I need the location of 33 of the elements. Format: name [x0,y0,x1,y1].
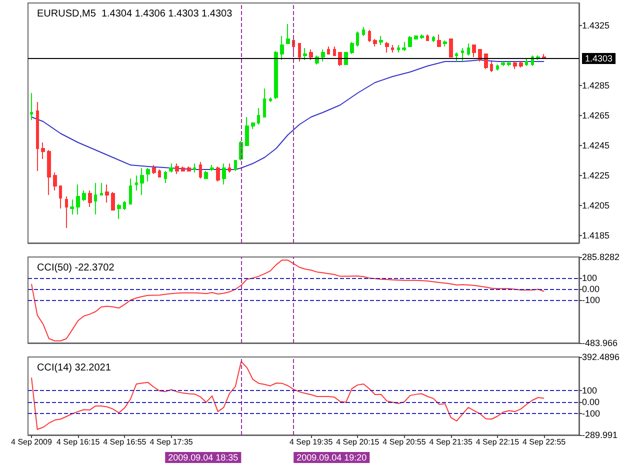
y-tick-label: 0.00 [582,396,600,407]
y-tick-label: 1.4325 [582,20,610,30]
x-tick-label: 4 Sep 22:15 [476,438,520,446]
x-tick-label: 4 Sep 21:35 [429,438,473,446]
x-tick-label: 4 Sep 19:35 [289,438,334,446]
x-tick-label: 4 Sep 2009 [11,438,53,446]
x-tick-label: 4 Sep 16:15 [56,438,100,446]
y-tick-label: 0.00 [582,284,600,294]
y-tick-label: 1.4265 [582,110,610,120]
y-tick-label: 100 [582,385,598,396]
y-tick-label: 1.4225 [582,170,610,180]
y-tick-label: 100 [582,272,598,283]
y-tick-label: 285.8282 [582,252,620,262]
y-tick-label: 1.4285 [582,80,610,90]
y-tick-label: -289.991 [582,430,618,440]
x-tick-label: 4 Sep 20:55 [382,438,426,446]
y-tick-label: 1.4245 [582,140,610,150]
y-tick-label: -100 [582,408,600,418]
y-tick-label: -483.966 [582,338,618,348]
x-tick-label: 4 Sep 20:15 [336,438,380,446]
text: CCI(14) 32.2021 [37,362,112,374]
x-tick-label: 4 Sep 17:35 [150,438,194,446]
ref-line-label: 2009.09.04 19:20 [296,452,367,462]
x-tick-label: 4 Sep 16:55 [103,438,147,446]
y-tick-label: 392.4896 [582,352,620,362]
y-tick-label: 1.4185 [582,230,610,240]
x-tick-label: 4 Sep 22:55 [522,438,566,446]
y-tick-label: 1.4205 [582,200,610,210]
y-tick-label: -100 [582,295,600,306]
ref-line-label: 2009.09.04 18:35 [168,452,238,462]
text: CCI(50) -22.3702 [37,262,115,274]
text: EURUSD,M5 1.4304 1.4306 1.4303 1.4303 [37,8,233,20]
ref-line-label: 1.4303 [585,54,613,64]
